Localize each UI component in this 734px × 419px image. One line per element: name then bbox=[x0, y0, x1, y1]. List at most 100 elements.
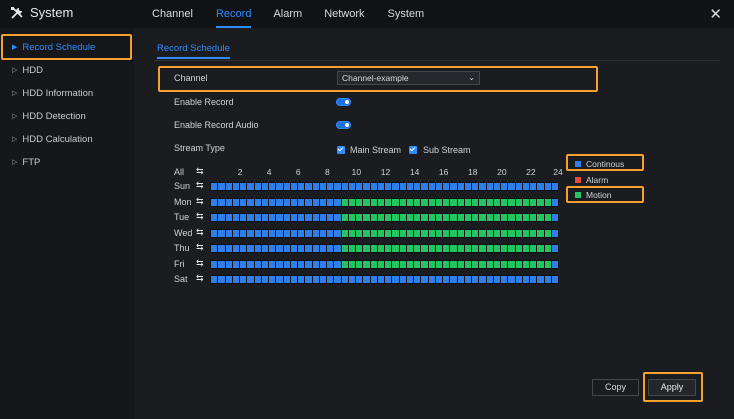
schedule-cell[interactable] bbox=[515, 229, 522, 237]
schedule-cell[interactable] bbox=[493, 260, 500, 268]
sub-stream-checkbox[interactable] bbox=[409, 146, 417, 154]
schedule-cell[interactable] bbox=[501, 183, 508, 190]
schedule-cell[interactable] bbox=[501, 198, 508, 206]
schedule-cell[interactable] bbox=[406, 229, 413, 237]
schedule-cell[interactable] bbox=[327, 276, 334, 283]
schedule-cell[interactable] bbox=[399, 229, 406, 237]
schedule-cell[interactable] bbox=[392, 198, 399, 206]
schedule-cell[interactable] bbox=[544, 260, 551, 268]
schedule-cell[interactable] bbox=[370, 260, 377, 268]
schedule-cell[interactable] bbox=[247, 198, 254, 206]
schedule-cell[interactable] bbox=[327, 260, 334, 268]
schedule-cell[interactable] bbox=[435, 276, 442, 283]
schedule-cell[interactable] bbox=[421, 214, 428, 221]
schedule-cell[interactable] bbox=[290, 214, 297, 221]
schedule-cell[interactable] bbox=[486, 245, 493, 252]
schedule-cell[interactable] bbox=[464, 245, 471, 252]
schedule-cell[interactable] bbox=[298, 260, 305, 268]
schedule-cell[interactable] bbox=[261, 276, 268, 283]
schedule-cell[interactable] bbox=[348, 276, 355, 283]
schedule-cell[interactable] bbox=[537, 183, 544, 190]
schedule-cell[interactable] bbox=[319, 260, 326, 268]
schedule-cell[interactable] bbox=[414, 214, 421, 221]
schedule-cell[interactable] bbox=[225, 260, 232, 268]
schedule-cell[interactable] bbox=[479, 276, 486, 283]
schedule-cell[interactable] bbox=[522, 260, 529, 268]
schedule-cell[interactable] bbox=[406, 198, 413, 206]
schedule-cell[interactable] bbox=[399, 198, 406, 206]
schedule-cell[interactable] bbox=[428, 260, 435, 268]
schedule-cell[interactable] bbox=[385, 198, 392, 206]
schedule-cell[interactable] bbox=[406, 245, 413, 252]
schedule-cell[interactable] bbox=[254, 229, 261, 237]
swap-icon[interactable]: ⇆ bbox=[196, 166, 204, 176]
schedule-cell[interactable] bbox=[406, 214, 413, 221]
schedule-cell[interactable] bbox=[348, 229, 355, 237]
schedule-cell[interactable] bbox=[450, 260, 457, 268]
schedule-cell[interactable] bbox=[356, 260, 363, 268]
schedule-cell[interactable] bbox=[421, 260, 428, 268]
schedule-cell[interactable] bbox=[319, 276, 326, 283]
schedule-cell[interactable] bbox=[334, 198, 341, 206]
sidebar-item-hdd-information[interactable]: ▷ HDD Information bbox=[0, 82, 134, 104]
schedule-cell[interactable] bbox=[399, 276, 406, 283]
schedule-cell[interactable] bbox=[377, 214, 384, 221]
schedule-cell[interactable] bbox=[501, 260, 508, 268]
schedule-cell[interactable] bbox=[319, 245, 326, 252]
swap-icon[interactable]: ⇆ bbox=[196, 211, 204, 221]
schedule-cell[interactable] bbox=[254, 245, 261, 252]
schedule-cell[interactable] bbox=[414, 260, 421, 268]
schedule-cell[interactable] bbox=[305, 276, 312, 283]
schedule-cell[interactable] bbox=[232, 214, 239, 221]
schedule-cell[interactable] bbox=[377, 183, 384, 190]
schedule-cell[interactable] bbox=[464, 229, 471, 237]
enable-record-toggle[interactable] bbox=[336, 98, 351, 106]
schedule-cell[interactable] bbox=[428, 198, 435, 206]
schedule-cell[interactable] bbox=[225, 229, 232, 237]
schedule-cell[interactable] bbox=[276, 229, 283, 237]
schedule-cell[interactable] bbox=[356, 245, 363, 252]
schedule-cell[interactable] bbox=[356, 229, 363, 237]
schedule-cell[interactable] bbox=[522, 214, 529, 221]
schedule-cell[interactable] bbox=[363, 245, 370, 252]
schedule-cell[interactable] bbox=[298, 183, 305, 190]
schedule-cell[interactable] bbox=[508, 229, 515, 237]
schedule-cell[interactable] bbox=[479, 183, 486, 190]
schedule-cell[interactable] bbox=[428, 183, 435, 190]
schedule-cell[interactable] bbox=[327, 245, 334, 252]
schedule-cell[interactable] bbox=[225, 214, 232, 221]
schedule-cell[interactable] bbox=[327, 198, 334, 206]
schedule-cell[interactable] bbox=[283, 276, 290, 283]
schedule-cell[interactable] bbox=[218, 260, 225, 268]
schedule-cell[interactable] bbox=[537, 260, 544, 268]
schedule-cell[interactable] bbox=[501, 245, 508, 252]
schedule-cell[interactable] bbox=[530, 229, 537, 237]
schedule-cell[interactable] bbox=[240, 229, 247, 237]
schedule-cell[interactable] bbox=[435, 229, 442, 237]
tab-alarm[interactable]: Alarm bbox=[273, 8, 303, 20]
schedule-cell[interactable] bbox=[319, 198, 326, 206]
schedule-cell[interactable] bbox=[508, 214, 515, 221]
schedule-cell[interactable] bbox=[348, 245, 355, 252]
schedule-cell[interactable] bbox=[414, 245, 421, 252]
schedule-cell[interactable] bbox=[269, 229, 276, 237]
schedule-cell[interactable] bbox=[443, 214, 450, 221]
schedule-cell[interactable] bbox=[501, 276, 508, 283]
schedule-cell[interactable] bbox=[522, 183, 529, 190]
schedule-cell[interactable] bbox=[305, 260, 312, 268]
tab-network[interactable]: Network bbox=[324, 8, 365, 20]
schedule-cell[interactable] bbox=[312, 214, 319, 221]
schedule-cell[interactable] bbox=[472, 198, 479, 206]
schedule-cell[interactable] bbox=[421, 198, 428, 206]
schedule-cell[interactable] bbox=[457, 183, 464, 190]
schedule-cell[interactable] bbox=[435, 260, 442, 268]
schedule-cell[interactable] bbox=[247, 260, 254, 268]
schedule-cell[interactable] bbox=[305, 198, 312, 206]
schedule-cell[interactable] bbox=[363, 276, 370, 283]
close-icon[interactable]: ✕ bbox=[709, 6, 722, 23]
schedule-cell[interactable] bbox=[356, 198, 363, 206]
schedule-cell[interactable] bbox=[385, 229, 392, 237]
tab-channel[interactable]: Channel bbox=[152, 8, 193, 20]
sidebar-item-ftp[interactable]: ▷ FTP bbox=[0, 151, 134, 173]
schedule-cell[interactable] bbox=[486, 198, 493, 206]
